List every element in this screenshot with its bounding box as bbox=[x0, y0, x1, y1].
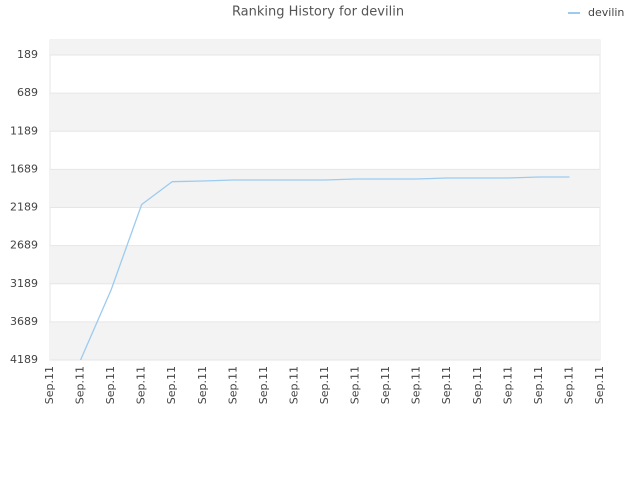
y-tick-label: 1689 bbox=[10, 162, 38, 175]
x-tick-label: Sep.11 bbox=[532, 366, 545, 404]
chart-title: Ranking History for devilin bbox=[232, 5, 404, 20]
y-tick-label: 189 bbox=[17, 48, 38, 61]
y-tick-label: 1189 bbox=[10, 124, 38, 137]
x-tick-label: Sep.11 bbox=[501, 366, 514, 404]
y-tick-label: 4189 bbox=[10, 353, 38, 366]
x-tick-label: Sep.11 bbox=[165, 366, 178, 404]
y-tick-label: 689 bbox=[17, 86, 38, 99]
x-tick-label: Sep.11 bbox=[226, 366, 239, 404]
grid-band bbox=[50, 245, 600, 284]
x-tick-label: Sep.11 bbox=[379, 366, 392, 404]
x-tick-label: Sep.11 bbox=[74, 366, 87, 404]
y-tick-label: 2689 bbox=[10, 239, 38, 252]
x-tick-label: Sep.11 bbox=[593, 366, 606, 404]
x-tick-label: Sep.11 bbox=[257, 366, 270, 404]
x-tick-label: Sep.11 bbox=[410, 366, 423, 404]
y-tick-label: 3189 bbox=[10, 277, 38, 290]
y-tick-label: 2189 bbox=[10, 201, 38, 214]
x-tick-label: Sep.11 bbox=[440, 366, 453, 404]
grid-band bbox=[50, 93, 600, 132]
x-tick-label: Sep.11 bbox=[104, 366, 117, 404]
y-tick-label: 3689 bbox=[10, 315, 38, 328]
x-tick-label: Sep.11 bbox=[287, 366, 300, 404]
line bbox=[79, 176, 570, 361]
x-tick-label: Sep.11 bbox=[471, 366, 484, 404]
x-tick-label: Sep.11 bbox=[349, 366, 362, 404]
grid-band bbox=[50, 40, 600, 56]
x-tick-label: Sep.11 bbox=[135, 366, 148, 404]
x-tick-label: Sep.11 bbox=[43, 366, 56, 404]
x-tick-label: Sep.11 bbox=[196, 366, 209, 404]
grid-band bbox=[50, 169, 600, 208]
x-tick-label: Sep.11 bbox=[318, 366, 331, 404]
legend-label: devilin bbox=[588, 6, 624, 19]
x-tick-label: Sep.11 bbox=[562, 366, 575, 404]
grid-band bbox=[50, 321, 600, 360]
